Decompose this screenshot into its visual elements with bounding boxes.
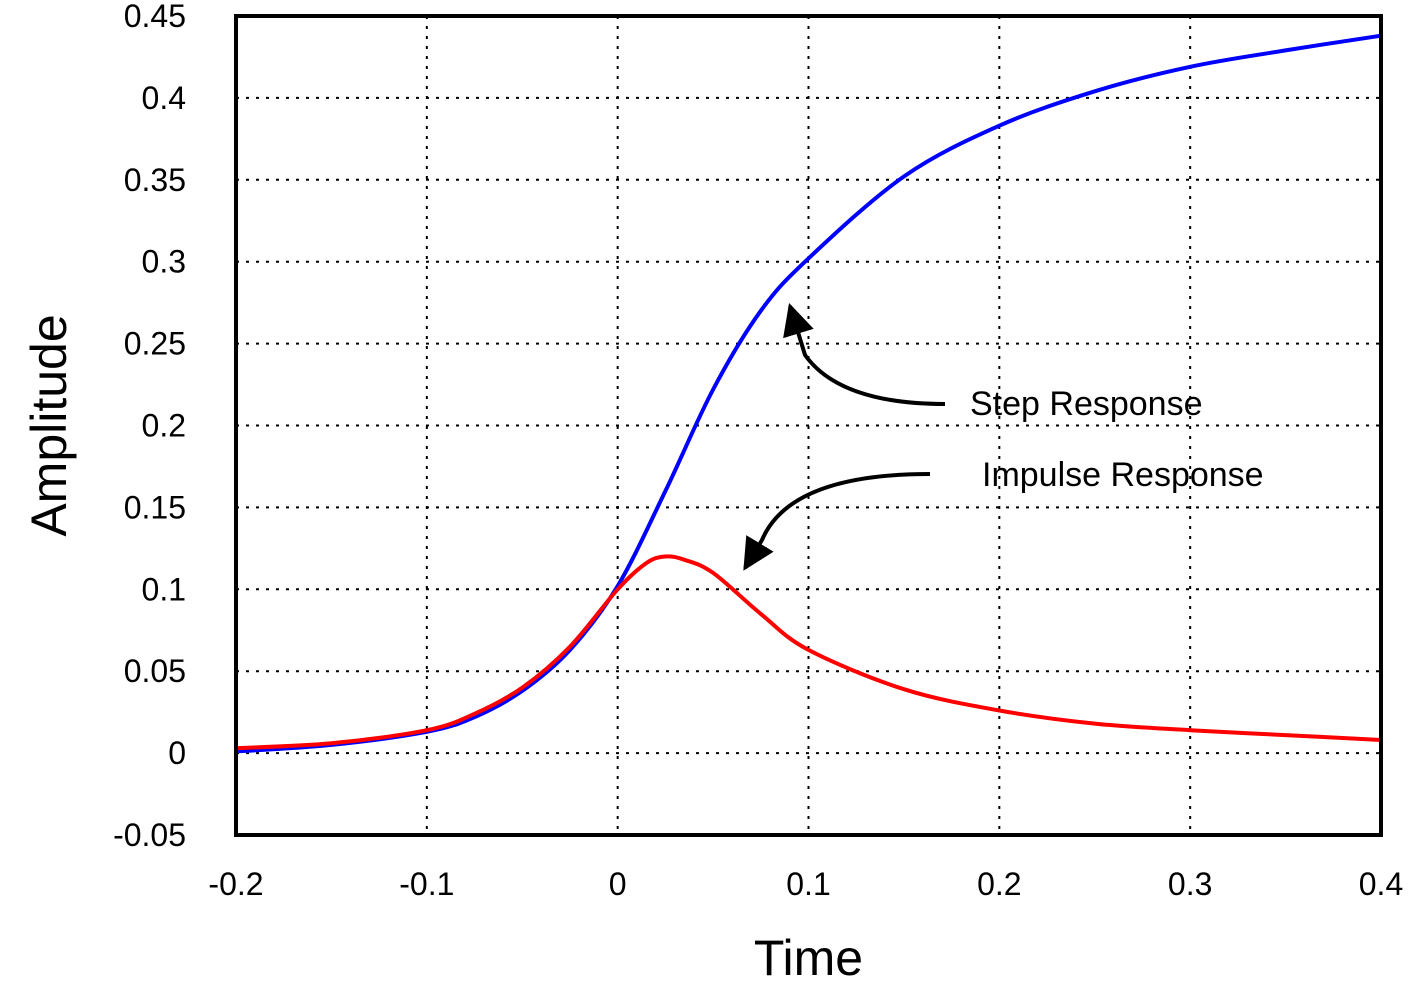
- y-tick-label: 0.3: [142, 244, 186, 280]
- y-tick-label: 0.05: [124, 653, 186, 689]
- x-axis-title: Time: [754, 930, 863, 985]
- y-axis-title: Amplitude: [21, 314, 77, 536]
- y-tick-label: 0.2: [142, 408, 186, 444]
- x-tick-label: -0.2: [208, 866, 263, 902]
- series-line-impulse-response: [235, 554, 1382, 751]
- y-tick-label: 0.15: [124, 489, 186, 525]
- plot-frame: [234, 14, 1383, 837]
- annotations: Step Response Impulse Response: [743, 302, 1264, 571]
- y-tick-labels: -0.05 0 0.05 0.1 0.15 0.2 0.25 0.3 0.35 0.4 0.45: [113, 0, 186, 853]
- x-tick-label: 0.1: [786, 866, 830, 902]
- x-tick-labels: -0.2 -0.1 0 0.1 0.2 0.3 0.4: [208, 866, 1403, 902]
- x-tick-label: 0.3: [1168, 866, 1212, 902]
- x-tick-label: 0.4: [1359, 866, 1403, 902]
- annotation-label-step-response: Step Response: [970, 385, 1203, 423]
- y-tick-label: 0: [168, 735, 186, 771]
- y-tick-label: 0.4: [142, 80, 186, 116]
- x-tick-label: 0.2: [977, 866, 1021, 902]
- y-tick-label: 0.35: [124, 162, 186, 198]
- annotation-arrow-impulse-response: [743, 472, 931, 571]
- x-tick-label: 0: [609, 866, 627, 902]
- annotation-arrow-step-response: [783, 302, 946, 406]
- y-tick-label: 0.45: [124, 0, 186, 34]
- x-tick-label: -0.1: [399, 866, 454, 902]
- y-tick-label: 0.1: [142, 571, 186, 607]
- series-group: [235, 33, 1382, 754]
- y-tick-label: 0.25: [124, 326, 186, 362]
- grid-lines: [236, 16, 1381, 835]
- annotation-label-impulse-response: Impulse Response: [982, 456, 1264, 494]
- series-line-step-response: [235, 33, 1382, 754]
- y-tick-label: -0.05: [113, 817, 186, 853]
